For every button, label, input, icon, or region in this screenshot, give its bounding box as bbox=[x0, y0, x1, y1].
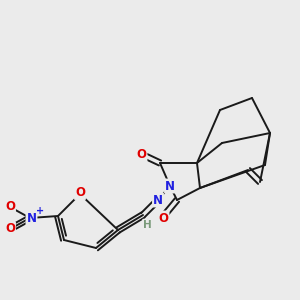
Text: O: O bbox=[75, 186, 85, 199]
Text: O: O bbox=[158, 212, 169, 224]
Text: N: N bbox=[165, 179, 175, 193]
Text: +: + bbox=[35, 206, 44, 216]
Text: O: O bbox=[136, 148, 146, 161]
Text: N: N bbox=[26, 212, 37, 224]
Text: O: O bbox=[5, 200, 15, 214]
Text: O: O bbox=[5, 223, 15, 236]
Text: N: N bbox=[153, 194, 163, 206]
Text: H: H bbox=[143, 220, 152, 230]
